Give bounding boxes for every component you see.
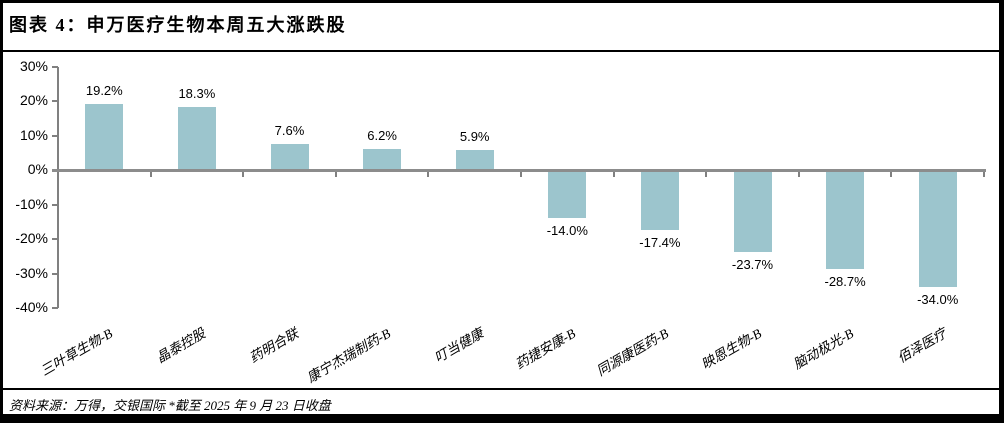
x-axis-tick (427, 172, 430, 177)
bar (640, 170, 679, 231)
bar-value-label: 6.2% (367, 127, 397, 143)
bar-value-label: -14.0% (546, 223, 588, 239)
bar-value-label: 5.9% (459, 128, 490, 144)
source-note: 资料来源：万得，交银国际 *截至 2025 年 9 月 23 日收盘 (9, 398, 331, 413)
y-tick-label: -10% (15, 195, 48, 212)
footer-divider (3, 388, 999, 390)
y-axis-tick (52, 238, 58, 240)
x-axis-tick (705, 172, 708, 177)
zero-axis-line (52, 169, 986, 172)
y-axis-tick (52, 307, 58, 309)
x-axis-tick (57, 172, 59, 177)
y-axis-tick (52, 100, 58, 102)
y-axis-tick (52, 65, 58, 68)
x-axis-tick (890, 172, 893, 177)
figure-content: 图表 4：申万医疗生物本周五大涨跌股 30% 20% 10% 0% -10% -20% -3… (3, 3, 999, 414)
bar-value-label: -17.4% (639, 235, 681, 251)
y-tick-label: -40% (15, 299, 48, 315)
x-axis-tick (520, 172, 522, 177)
y-tick-label: -30% (15, 264, 48, 281)
y-axis-line (57, 66, 59, 308)
bar-value-label: -34.0% (917, 292, 959, 308)
bar-value-label: 7.6% (274, 122, 305, 138)
y-tick-label: 20% (19, 92, 48, 108)
figure-title: 图表 4：申万医疗生物本周五大涨跌股 (9, 15, 347, 35)
bar (270, 143, 309, 170)
y-tick-label: 0% (27, 161, 48, 177)
bar-value-label: 19.2% (85, 82, 123, 98)
bar (826, 170, 865, 269)
y-tick-label: -20% (15, 230, 48, 246)
bar (455, 149, 494, 170)
bar (177, 106, 216, 170)
y-axis-tick (52, 272, 58, 275)
y-axis-tick (52, 203, 58, 206)
bar-value-label: -28.7% (824, 274, 866, 289)
x-axis-tick (612, 172, 615, 177)
bar-value-label: -23.7% (731, 256, 774, 272)
title-divider (3, 50, 999, 52)
x-axis-tick (149, 172, 152, 177)
x-axis-tick (242, 172, 245, 177)
x-axis-tick (797, 172, 800, 177)
x-axis-tick (983, 172, 985, 177)
y-axis-tick (52, 134, 58, 137)
bar (733, 170, 772, 252)
bar (363, 148, 402, 170)
bar-chart: 30% 20% 10% 0% -10% -20% -30% -40% 19.2% 18.3% 7.6… (3, 3, 999, 414)
bar (548, 170, 587, 219)
bar (918, 170, 957, 288)
x-axis-tick (334, 172, 337, 177)
y-tick-label: 30% (19, 57, 48, 74)
y-tick-label: 10% (19, 126, 48, 143)
bar (85, 103, 124, 170)
bar-value-label: 18.3% (178, 85, 216, 101)
